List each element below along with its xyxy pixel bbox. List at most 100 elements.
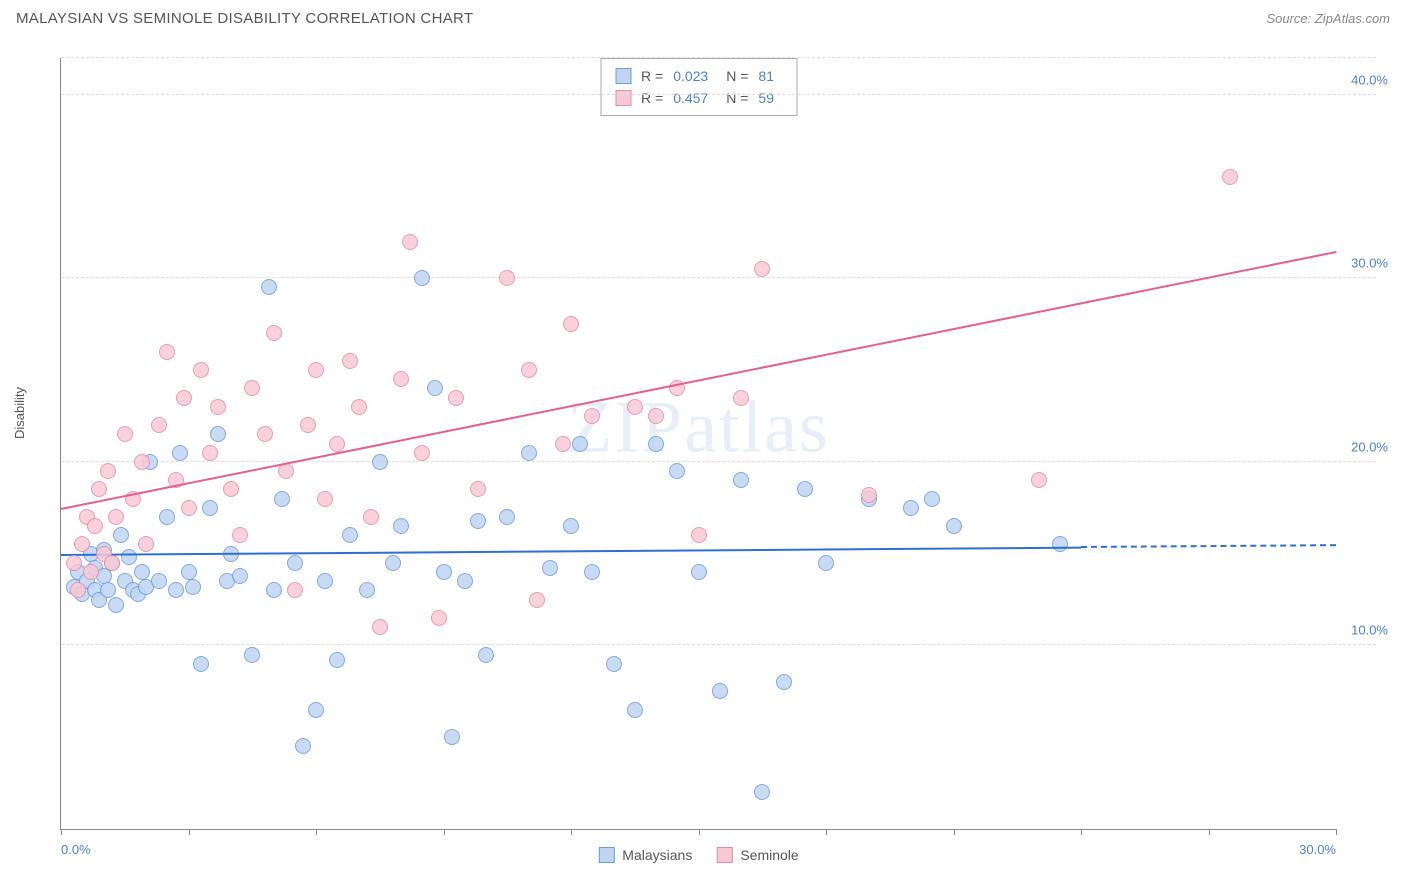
scatter-point [393,371,409,387]
x-tick [826,829,827,835]
scatter-point [244,647,260,663]
scatter-point [185,579,201,595]
scatter-point [470,513,486,529]
scatter-point [427,380,443,396]
scatter-point [499,509,515,525]
scatter-point [134,564,150,580]
scatter-point [232,527,248,543]
gridline-h [61,57,1376,58]
trend-line [61,546,1081,555]
scatter-point [210,399,226,415]
scatter-point [457,573,473,589]
scatter-point [555,436,571,452]
scatter-point [542,560,558,576]
scatter-point [385,555,401,571]
scatter-point [232,568,248,584]
scatter-point [121,549,137,565]
scatter-point [70,582,86,598]
y-tick-label: 40.0% [1351,72,1388,87]
y-tick-label: 30.0% [1351,256,1388,271]
scatter-point [448,390,464,406]
chart-area: Disability ZIPatlas R = 0.023 N = 81 R =… [16,38,1390,880]
scatter-point [83,564,99,580]
scatter-point [108,509,124,525]
scatter-point [295,738,311,754]
scatter-point [300,417,316,433]
scatter-point [393,518,409,534]
gridline-h [61,644,1376,645]
scatter-point [402,234,418,250]
scatter-point [202,500,218,516]
scatter-point [669,463,685,479]
plot-region: ZIPatlas R = 0.023 N = 81 R = 0.457 N = … [60,58,1336,830]
legend-swatch-1 [716,847,732,863]
x-tick [61,829,62,835]
scatter-point [521,445,537,461]
scatter-point [818,555,834,571]
scatter-point [66,555,82,571]
scatter-point [274,491,290,507]
scatter-point [563,518,579,534]
scatter-point [244,380,260,396]
chart-header: MALAYSIAN VS SEMINOLE DISABILITY CORRELA… [0,0,1406,33]
y-axis-label: Disability [12,387,27,439]
scatter-point [193,362,209,378]
scatter-point [436,564,452,580]
swatch-series-1 [615,90,631,106]
scatter-point [627,399,643,415]
scatter-point [193,656,209,672]
scatter-point [100,463,116,479]
scatter-point [100,582,116,598]
scatter-point [521,362,537,378]
legend-item-1: Seminole [716,847,798,863]
scatter-point [924,491,940,507]
scatter-point [563,316,579,332]
x-tick [316,829,317,835]
scatter-point [414,270,430,286]
scatter-point [172,445,188,461]
stats-box: R = 0.023 N = 81 R = 0.457 N = 59 [600,58,797,116]
scatter-point [257,426,273,442]
legend-item-0: Malaysians [598,847,692,863]
scatter-point [351,399,367,415]
scatter-point [733,390,749,406]
scatter-point [261,279,277,295]
scatter-point [606,656,622,672]
scatter-point [181,564,197,580]
scatter-point [754,784,770,800]
stats-row-1: R = 0.457 N = 59 [615,87,782,109]
scatter-point [363,509,379,525]
scatter-point [287,582,303,598]
scatter-point [444,729,460,745]
x-tick [1081,829,1082,835]
scatter-point [733,472,749,488]
scatter-point [1031,472,1047,488]
swatch-series-0 [615,68,631,84]
scatter-point [266,325,282,341]
scatter-point [342,353,358,369]
scatter-point [627,702,643,718]
scatter-point [414,445,430,461]
scatter-point [181,500,197,516]
scatter-point [138,536,154,552]
scatter-point [903,500,919,516]
scatter-point [691,527,707,543]
gridline-h [61,94,1376,95]
x-tick-label: 30.0% [1299,842,1336,857]
scatter-point [359,582,375,598]
scatter-point [91,481,107,497]
stats-row-0: R = 0.023 N = 81 [615,65,782,87]
scatter-point [712,683,728,699]
scatter-point [74,536,90,552]
gridline-h [61,461,1376,462]
legend: Malaysians Seminole [598,847,798,863]
scatter-point [329,436,345,452]
scatter-point [134,454,150,470]
x-tick-label: 0.0% [61,842,91,857]
scatter-point [946,518,962,534]
scatter-point [342,527,358,543]
scatter-point [372,454,388,470]
scatter-point [317,573,333,589]
scatter-point [117,426,133,442]
scatter-point [470,481,486,497]
